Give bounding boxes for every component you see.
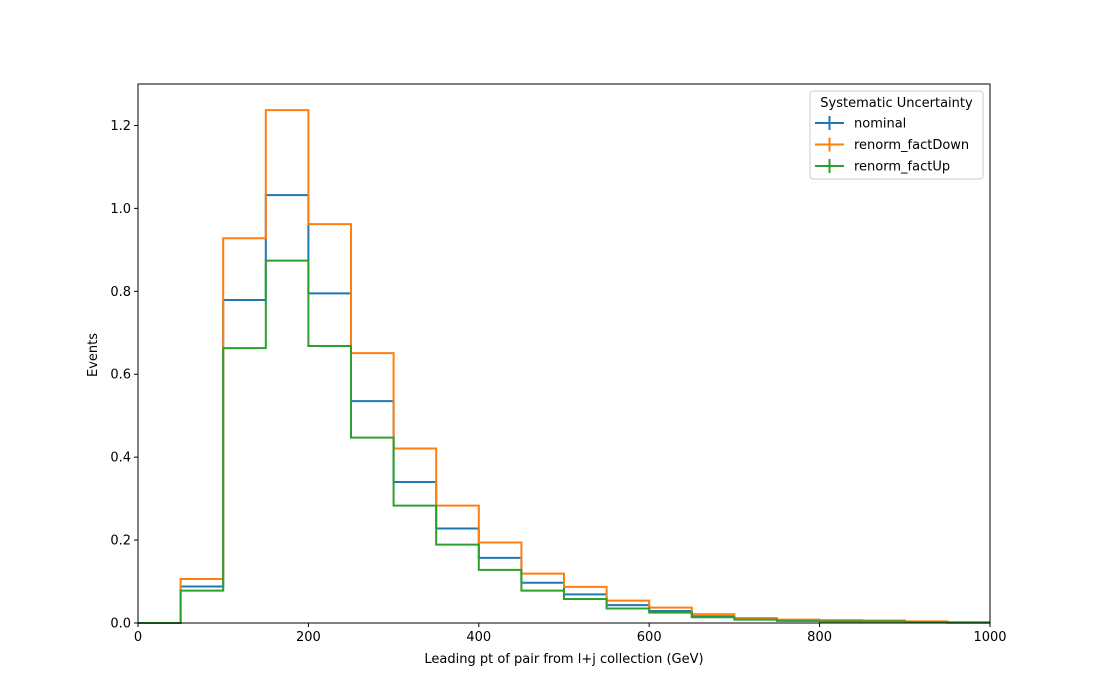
legend: Systematic Uncertainty nominal renorm_fact… bbox=[809, 90, 984, 180]
y-tick-label: 0.4 bbox=[110, 451, 131, 466]
x-tick-label: 0 bbox=[134, 630, 142, 645]
axes: 0 200 400 600 800 1000 0.0 0.2 0.4 0.6 0.8 1.0 1.2 bbox=[110, 83, 1007, 645]
legend-entry-renorm_factDown: renorm_factDown bbox=[815, 137, 969, 153]
series-renorm_factUp bbox=[138, 259, 990, 624]
y-tick-label: 0.2 bbox=[110, 534, 131, 549]
legend-box bbox=[809, 90, 984, 180]
x-tick-label: 400 bbox=[466, 630, 491, 645]
plot-area bbox=[138, 109, 990, 624]
x-tick-label: 1000 bbox=[973, 630, 1006, 645]
y-tick-label: 0.6 bbox=[110, 368, 131, 383]
legend-label: renorm_factUp bbox=[854, 160, 950, 175]
x-tick-label: 200 bbox=[296, 630, 321, 645]
y-tick-label: 0.0 bbox=[110, 617, 131, 632]
y-tick-label: 0.8 bbox=[110, 285, 131, 300]
series-line-renorm_factUp bbox=[138, 259, 990, 624]
y-tick-label: 1.2 bbox=[110, 119, 131, 134]
series-renorm_factDown bbox=[138, 109, 990, 624]
y-tick-label: 1.0 bbox=[110, 202, 131, 217]
y-axis-label: Events bbox=[86, 333, 101, 377]
series-line-renorm_factDown bbox=[138, 109, 990, 624]
x-axis-label: Leading pt of pair from l+j collection (… bbox=[424, 652, 703, 667]
legend-title: Systematic Uncertainty bbox=[820, 96, 973, 111]
x-tick-label: 800 bbox=[807, 630, 832, 645]
legend-entry-nominal: nominal bbox=[815, 116, 906, 132]
legend-label: renorm_factDown bbox=[854, 138, 969, 153]
legend-label: nominal bbox=[854, 117, 906, 132]
legend-entry-renorm_factUp: renorm_factUp bbox=[815, 159, 950, 175]
axes-frame bbox=[137, 83, 991, 624]
x-tick-label: 600 bbox=[637, 630, 662, 645]
